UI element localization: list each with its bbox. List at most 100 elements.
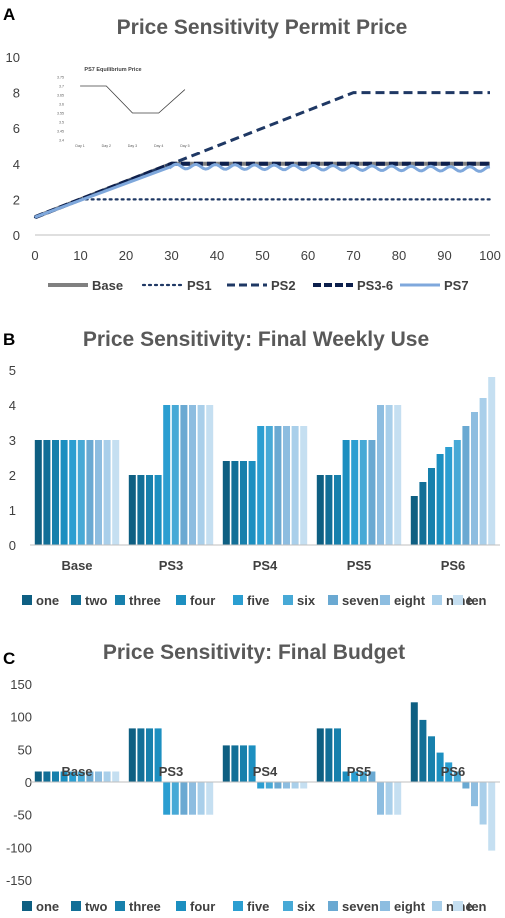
bar-ps4-seven: [274, 782, 282, 789]
bar-ps4-four: [248, 745, 256, 782]
bar-base-nine: [103, 771, 111, 782]
bar-ps4-five: [257, 782, 265, 789]
legend-swatch-two: [71, 901, 81, 911]
bar-ps4-seven: [274, 426, 282, 545]
bar-ps3-three: [146, 728, 153, 782]
bar-base-ten: [112, 771, 120, 782]
bar-base-five: [69, 440, 77, 545]
bar-ps6-nine: [479, 782, 487, 825]
chart-a-legend: Base PS1 PS2 PS3-6 PS7: [48, 278, 469, 293]
panel-b: B Price Sensitivity: Final Weekly Use 0 1…: [3, 328, 500, 608]
bar-ps5-three: [334, 475, 341, 545]
bar-ps4-eight: [283, 426, 290, 545]
inset-y-tick-label: 3.55: [57, 111, 64, 115]
panel-a: A Price Sensitivity Permit Price 0 2 4 6 8 10…: [3, 5, 501, 293]
bar-ps5-six: [359, 440, 367, 545]
legend-label-ps3-6: PS3-6: [357, 278, 393, 293]
y-tick-label: -50: [13, 808, 32, 823]
bar-ps5-nine: [385, 782, 393, 815]
bar-ps4-two: [231, 745, 239, 782]
inset-y-tick-label: 3.75: [57, 75, 64, 79]
chart-c-legend: onetwothreefourfivesixseveneightnineten: [22, 899, 487, 914]
x-tick-label: 40: [210, 248, 224, 263]
legend-swatch-ten: [453, 901, 463, 911]
inset-x-tick-label: Day 5: [180, 144, 189, 148]
legend-label-six: six: [297, 899, 316, 914]
y-tick-label: 4: [9, 398, 16, 413]
legend-swatch-nine: [432, 901, 442, 911]
y-tick-label: 150: [10, 677, 32, 692]
bar-ps5-eight: [377, 782, 384, 815]
chart-c-plot: 150 100 50 0 -50 -100 -150 Base PS3 PS4 PS5 PS6: [6, 677, 500, 888]
legend-swatch-five: [233, 901, 243, 911]
legend-label-ps7: PS7: [444, 278, 469, 293]
y-tick-label: 6: [13, 121, 20, 136]
bar-ps4-one: [222, 745, 230, 782]
panel-letter-a: A: [3, 5, 15, 24]
bar-ps6-six: [453, 771, 461, 782]
bar-ps5-seven: [368, 440, 376, 545]
y-tick-label: 100: [10, 710, 32, 725]
y-tick-label: 50: [18, 742, 32, 757]
bar-base-six: [77, 771, 85, 782]
legend-label-four: four: [190, 899, 215, 914]
legend-swatch-nine: [432, 595, 442, 605]
legend-label-ten: ten: [467, 593, 487, 608]
bar-ps6-one: [410, 496, 418, 545]
legend-swatch-six: [283, 901, 293, 911]
chart-a-title: Price Sensitivity Permit Price: [117, 16, 408, 39]
legend-swatch-one: [22, 901, 32, 911]
bar-base-three: [52, 771, 59, 782]
y-tick-label: 2: [13, 192, 20, 207]
x-tick-label: 0: [31, 248, 38, 263]
y-tick-label: 0: [9, 538, 16, 553]
bar-ps5-three: [334, 728, 341, 782]
x-tick-label: 80: [392, 248, 406, 263]
bar-ps3-nine: [197, 782, 205, 815]
bar-base-six: [77, 440, 85, 545]
chart-a-inset: PS7 Equilibrium Price 3.75 3.7 3.65 3.6 3.55 3…: [36, 62, 204, 152]
bar-ps3-four: [154, 475, 162, 545]
bar-ps3-seven: [180, 405, 188, 545]
legend-swatch-two: [71, 595, 81, 605]
bar-ps6-four: [436, 752, 444, 782]
legend-label-one: one: [36, 899, 59, 914]
legend-swatch-three: [115, 595, 125, 605]
bar-base-one: [34, 440, 42, 545]
chart-b-plot: 0 1 2 3 4 5 Base PS3 PS4 PS5 PS6: [9, 363, 500, 573]
chart-b-title: Price Sensitivity: Final Weekly Use: [83, 328, 429, 351]
panel-c: C Price Sensitivity: Final Budget 150 100…: [3, 641, 500, 914]
category-label: PS3: [159, 764, 184, 779]
chart-b-legend: onetwothreefourfivesixseveneightnineten: [22, 593, 487, 608]
bar-ps6-five: [445, 447, 453, 545]
bar-ps5-ten: [394, 405, 402, 545]
bar-ps5-four: [342, 771, 350, 782]
bar-ps6-three: [428, 468, 435, 545]
legend-label-five: five: [247, 899, 269, 914]
legend-label-three: three: [129, 593, 161, 608]
bar-ps3-seven: [180, 782, 188, 815]
category-label: PS4: [253, 764, 278, 779]
inset-x-tick-label: Day 3: [128, 144, 137, 148]
inset-y-tick-label: 3.5: [59, 120, 64, 124]
bar-base-one: [34, 771, 42, 782]
series-line-ps7: [34, 162, 491, 219]
bar-ps4-five: [257, 426, 265, 545]
chart-a-lines: [33, 91, 492, 220]
bar-ps3-eight: [189, 782, 196, 815]
legend-swatch-seven: [328, 595, 338, 605]
bar-ps4-three: [240, 461, 247, 545]
bar-ps6-eight: [471, 412, 478, 545]
chart-c-title: Price Sensitivity: Final Budget: [103, 641, 405, 664]
legend-label-two: two: [85, 899, 107, 914]
y-tick-label: 8: [13, 86, 20, 101]
bar-ps6-seven: [462, 426, 470, 545]
legend-swatch-five: [233, 595, 243, 605]
bar-ps3-two: [137, 475, 145, 545]
bar-ps6-three: [428, 736, 435, 782]
bar-ps3-ten: [206, 782, 214, 815]
bar-base-eight: [95, 440, 102, 545]
legend-label-ps1: PS1: [187, 278, 212, 293]
y-tick-label: -100: [6, 840, 32, 855]
